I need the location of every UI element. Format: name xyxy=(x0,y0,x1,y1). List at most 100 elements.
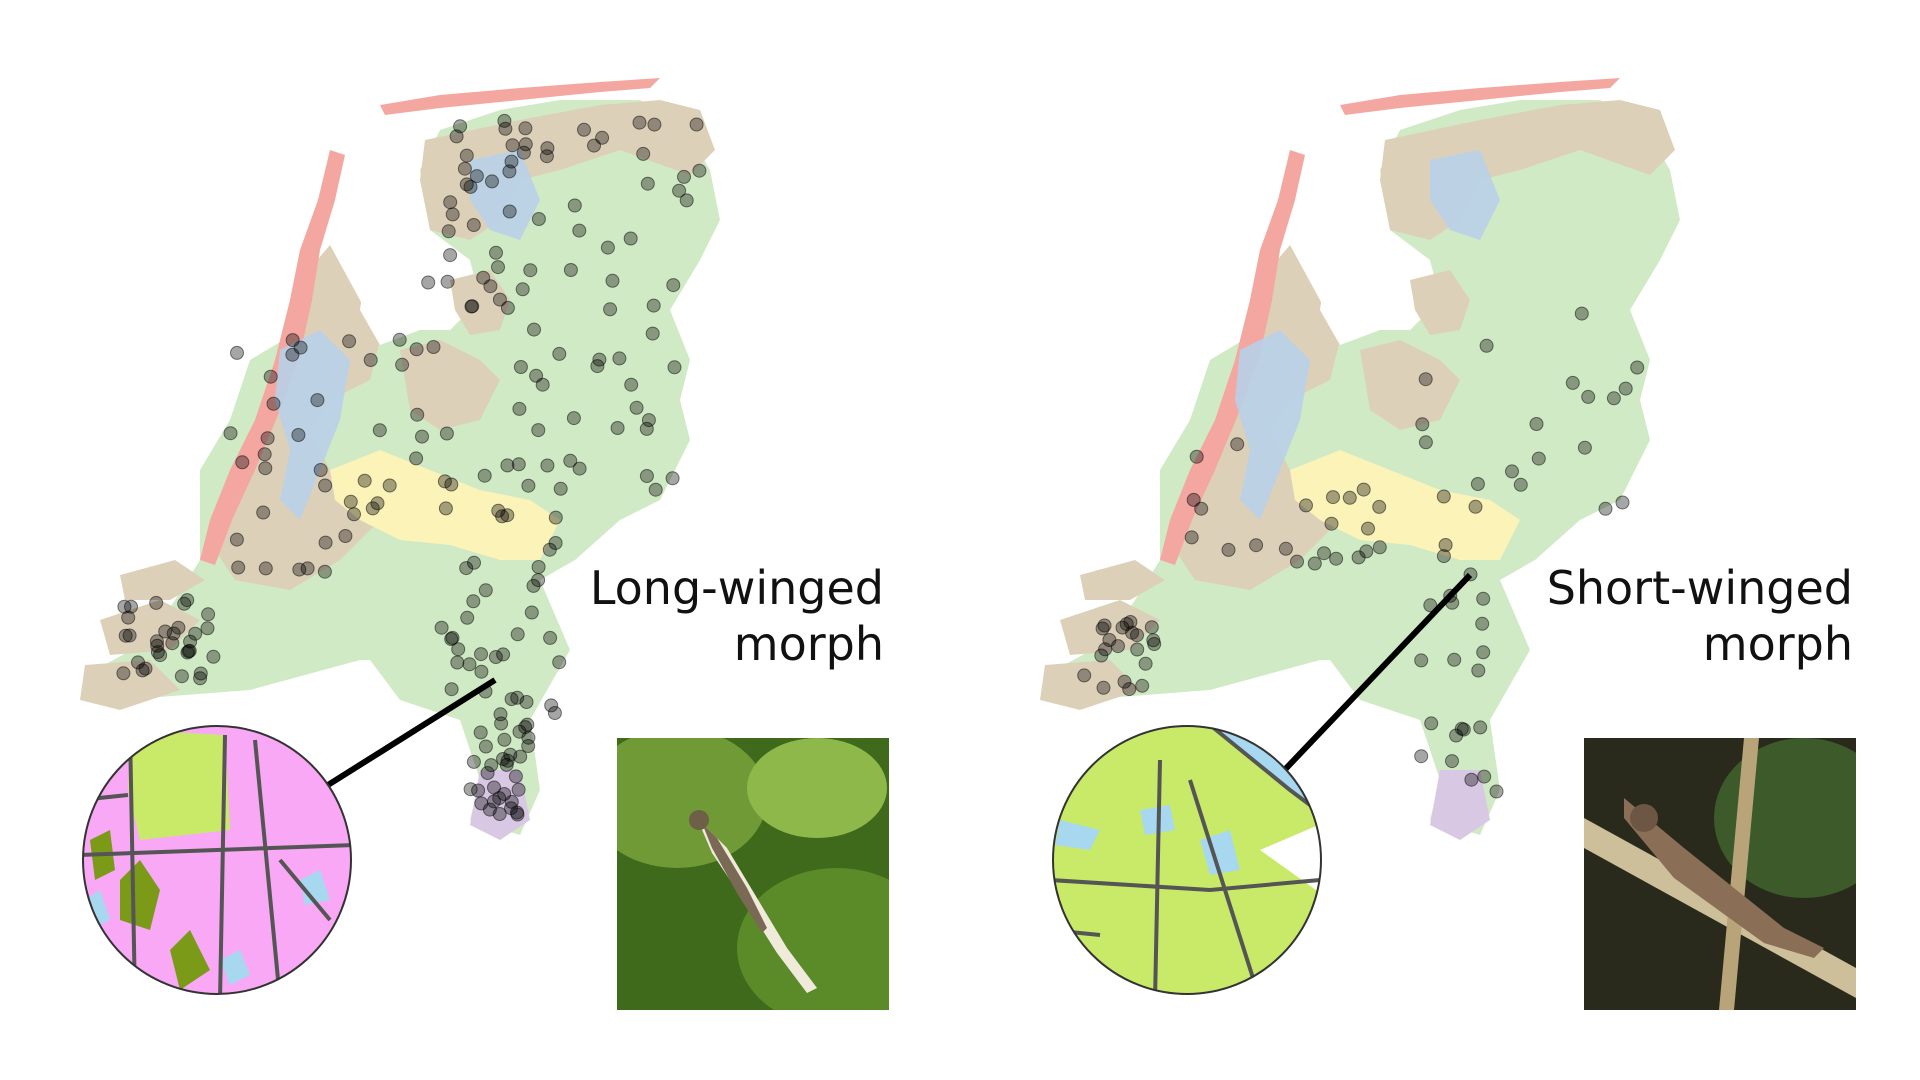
morph-label-line1: Long-winged xyxy=(589,561,884,615)
occurrence-point xyxy=(462,657,477,672)
occurrence-point xyxy=(124,599,138,614)
occurrence-point xyxy=(347,507,361,522)
occurrence-point xyxy=(171,620,186,635)
occurrence-point xyxy=(529,368,544,383)
occurrence-point xyxy=(474,647,488,662)
occurrence-point xyxy=(343,494,358,509)
map-dunes xyxy=(1160,150,1305,565)
occurrence-point xyxy=(640,176,655,191)
occurrence-point xyxy=(605,273,620,288)
map-islands xyxy=(1340,78,1620,115)
occurrence-point xyxy=(1489,784,1504,799)
occurrence-point xyxy=(612,351,627,366)
occurrence-point xyxy=(285,347,300,362)
occurrence-point xyxy=(444,477,459,492)
occurrence-point xyxy=(646,298,661,313)
occurrence-point xyxy=(595,130,610,145)
occurrence-point xyxy=(1249,538,1264,553)
panel-long-winged: Long-winged morph xyxy=(80,78,889,1010)
occurrence-point xyxy=(1581,389,1596,404)
occurrence-point xyxy=(1423,598,1438,613)
occurrence-point xyxy=(1351,550,1366,565)
occurrence-point xyxy=(641,413,656,428)
occurrence-point xyxy=(624,377,639,392)
occurrence-point xyxy=(382,478,397,493)
occurrence-point xyxy=(1372,540,1387,555)
occurrence-point xyxy=(1326,490,1340,505)
occurrence-point xyxy=(491,260,505,275)
occurrence-point xyxy=(318,535,333,550)
map-peat-west xyxy=(1235,330,1310,520)
occurrence-point xyxy=(1475,616,1490,631)
occurrence-point xyxy=(200,621,215,636)
occurrence-point xyxy=(395,357,410,372)
panel-short-winged: Short-winged morph xyxy=(960,0,1920,1080)
occurrence-point xyxy=(116,666,131,681)
occurrence-point xyxy=(258,461,273,476)
occurrence-point xyxy=(263,369,278,384)
map-zeeland-3 xyxy=(1040,660,1140,710)
map-flevoland-2 xyxy=(450,270,510,335)
occurrence-point xyxy=(451,642,466,657)
occurrence-point xyxy=(531,560,546,574)
occurrence-point xyxy=(471,783,486,798)
occurrence-point xyxy=(1117,674,1132,689)
occurrence-point xyxy=(1138,656,1153,671)
occurrence-point xyxy=(667,360,682,375)
occurrence-point xyxy=(1529,417,1544,431)
map-zeeland-2 xyxy=(120,560,205,600)
occurrence-point xyxy=(645,326,660,341)
occurrence-point xyxy=(510,627,525,642)
occurrence-point xyxy=(511,782,526,797)
occurrence-point xyxy=(632,115,647,130)
habitat-inset xyxy=(82,725,352,995)
occurrence-point xyxy=(610,421,625,435)
occurrence-point xyxy=(523,263,538,278)
occurrence-point xyxy=(505,138,520,153)
occurrence-point xyxy=(1095,621,1110,636)
occurrence-point xyxy=(566,411,581,426)
occurrence-point xyxy=(1436,489,1451,504)
occurrence-point xyxy=(1144,620,1159,635)
occurrence-point xyxy=(1356,482,1371,497)
occurrence-point xyxy=(409,451,424,466)
occurrence-point xyxy=(459,561,474,576)
occurrence-point xyxy=(453,119,468,134)
occurrence-point xyxy=(1477,769,1492,784)
occurrence-point xyxy=(540,458,555,473)
occurrence-point xyxy=(1606,391,1621,406)
occurrence-point xyxy=(504,154,519,169)
occurrence-point xyxy=(150,638,165,653)
occurrence-point xyxy=(623,231,638,246)
occurrence-point xyxy=(466,594,481,609)
occurrence-point xyxy=(434,620,449,635)
map-flevoland xyxy=(1360,340,1460,430)
map-base xyxy=(1040,78,1680,840)
occurrence-point xyxy=(438,501,453,516)
occurrence-point xyxy=(1186,492,1201,507)
occurrence-point xyxy=(672,183,687,198)
occurrence-point xyxy=(494,716,509,731)
occurrence-point xyxy=(149,634,164,649)
map-river-belt xyxy=(330,450,560,560)
occurrence-point xyxy=(1299,498,1313,513)
occurrence-point xyxy=(1122,682,1137,697)
occurrence-point xyxy=(518,121,533,136)
occurrence-point xyxy=(476,270,491,285)
occurrence-point xyxy=(465,299,480,314)
occurrence-point xyxy=(135,663,150,678)
occurrence-point xyxy=(457,161,472,176)
netherlands-map xyxy=(1040,78,1680,995)
occurrence-point xyxy=(193,666,208,681)
occurrence-point xyxy=(692,163,707,178)
occurrence-point xyxy=(511,457,526,472)
occurrence-point xyxy=(547,706,562,720)
occurrence-point xyxy=(1618,381,1633,396)
occurrence-point xyxy=(512,401,527,416)
occurrence-point xyxy=(496,647,511,662)
occurrence-point xyxy=(516,145,531,160)
occurrence-point xyxy=(206,649,221,664)
occurrence-point xyxy=(1123,615,1138,629)
occurrence-point xyxy=(491,503,506,518)
occurrence-point xyxy=(515,282,530,297)
